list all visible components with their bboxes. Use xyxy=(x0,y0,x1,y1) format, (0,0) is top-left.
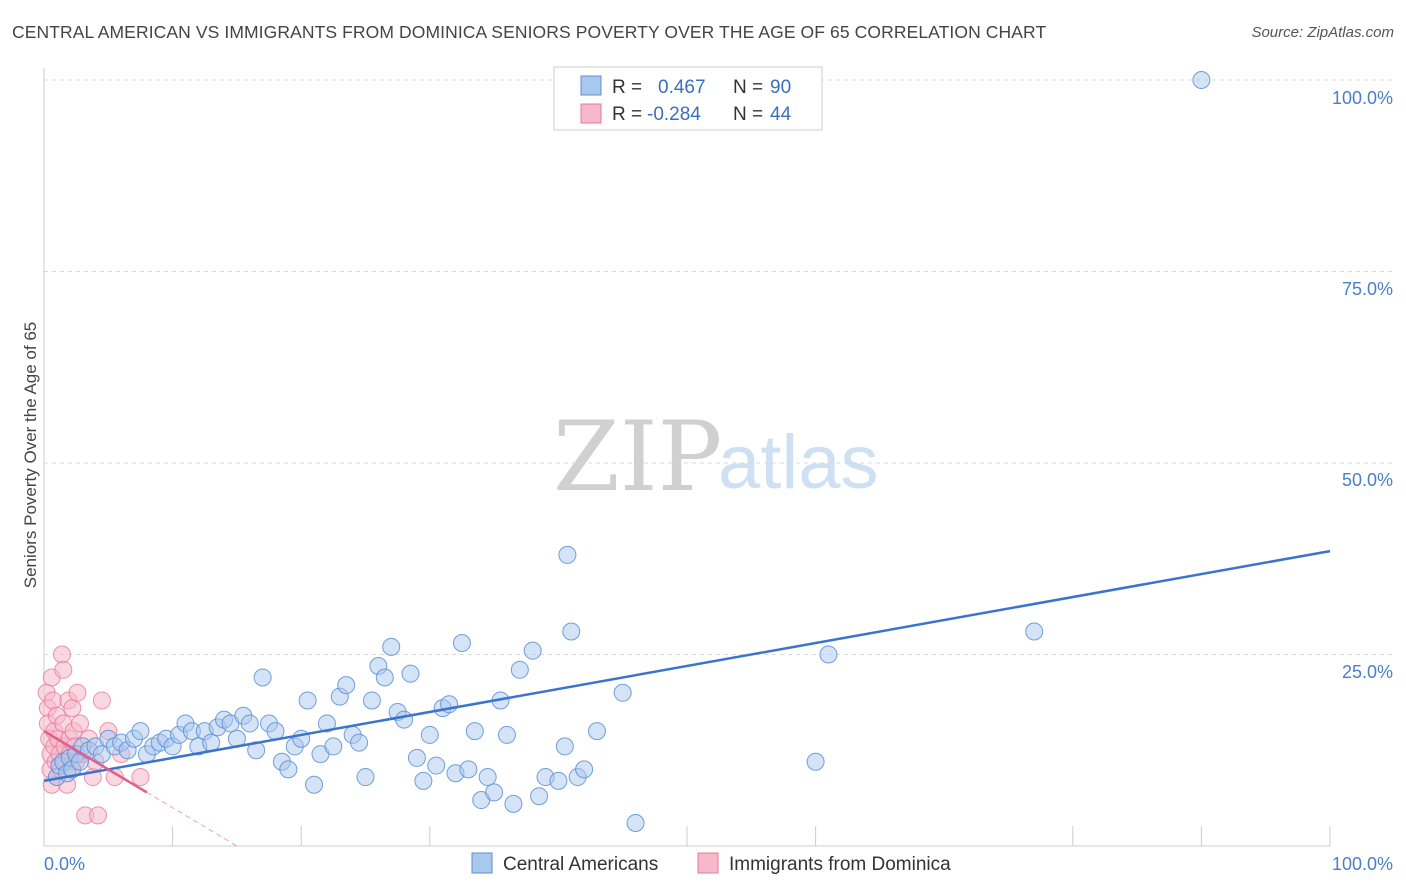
point-dominica-18 xyxy=(54,660,73,679)
stats-legend: R = 0.467 N = 90 R = -0.284 N = 44 xyxy=(553,66,823,131)
trend-lines xyxy=(43,549,1331,847)
point-central-american-68 xyxy=(459,760,478,779)
point-central-american-51 xyxy=(350,733,369,752)
legend-n-label-2: N = xyxy=(733,104,763,125)
point-central-american-49 xyxy=(337,676,356,695)
y-tick-label-50: 50.0% xyxy=(1342,470,1393,490)
series-legend-label-blue: Central Americans xyxy=(503,854,658,875)
point-central-american-46 xyxy=(317,714,336,733)
point-central-american-71 xyxy=(478,768,497,787)
point-central-american-81 xyxy=(555,737,574,756)
point-central-american-59 xyxy=(401,664,420,683)
series-central-american-points xyxy=(47,71,1211,833)
legend-swatch-blue xyxy=(580,75,602,96)
point-central-american-44 xyxy=(305,775,324,794)
point-central-american-61 xyxy=(414,771,433,790)
point-central-american-87 xyxy=(613,683,632,702)
legend-r-value-1: 0.467 xyxy=(658,77,706,98)
point-central-american-53 xyxy=(362,691,381,710)
y-axis-label: Seniors Poverty Over the Age of 65 xyxy=(21,322,40,588)
y-tick-label-25: 25.0% xyxy=(1342,662,1393,682)
point-dominica-17 xyxy=(53,645,72,664)
series-legend-swatch-blue xyxy=(471,852,493,874)
trend-line-dominica-extension xyxy=(146,791,238,847)
point-central-american-83 xyxy=(562,622,581,641)
point-central-american-75 xyxy=(504,794,523,813)
point-central-american-34 xyxy=(240,714,259,733)
y-tick-label-100: 100.0% xyxy=(1332,88,1393,108)
point-central-american-90 xyxy=(819,645,838,664)
point-central-american-58 xyxy=(395,710,414,729)
point-central-american-56 xyxy=(382,637,401,656)
point-central-american-88 xyxy=(626,814,645,833)
series-legend-swatch-pink xyxy=(697,852,719,874)
point-central-american-52 xyxy=(356,768,375,787)
watermark: ZIP atlas xyxy=(553,401,879,513)
trend-line-central-american xyxy=(43,549,1331,783)
point-central-american-92 xyxy=(1192,71,1211,89)
point-dominica-32 xyxy=(71,714,90,733)
x-tick-label-min: 0.0% xyxy=(44,854,85,874)
point-dominica-8 xyxy=(44,691,63,710)
legend-r-value-2: -0.284 xyxy=(647,104,701,125)
legend-r-label-1: R = xyxy=(612,77,642,98)
point-central-american-38 xyxy=(266,722,285,741)
point-central-american-47 xyxy=(324,737,343,756)
point-dominica-39 xyxy=(92,691,111,710)
point-central-american-43 xyxy=(298,691,317,710)
x-tick-label-max: 100.0% xyxy=(1332,854,1393,874)
legend-n-label-1: N = xyxy=(733,77,763,98)
trend-line-dominica xyxy=(43,730,148,794)
x-ticks xyxy=(43,826,1331,846)
point-central-american-40 xyxy=(279,760,298,779)
point-central-american-69 xyxy=(465,722,484,741)
point-central-american-74 xyxy=(497,725,516,744)
source-label: Source: ZipAtlas.com xyxy=(1251,24,1394,41)
point-central-american-28 xyxy=(202,733,221,752)
point-dominica-31 xyxy=(68,683,87,702)
point-central-american-17 xyxy=(131,722,150,741)
point-central-american-91 xyxy=(1025,622,1044,641)
point-dominica-43 xyxy=(131,768,150,787)
watermark-zip: ZIP xyxy=(553,401,722,513)
point-central-american-36 xyxy=(253,668,272,687)
point-central-american-67 xyxy=(452,634,471,653)
y-tick-label-75: 75.0% xyxy=(1342,279,1393,299)
point-central-american-55 xyxy=(375,668,394,687)
point-central-american-89 xyxy=(806,752,825,771)
point-central-american-62 xyxy=(420,725,439,744)
point-central-american-82 xyxy=(558,545,577,564)
point-central-american-77 xyxy=(523,641,542,660)
point-central-american-72 xyxy=(485,783,504,802)
point-dominica-27 xyxy=(63,699,82,718)
point-dominica-38 xyxy=(89,806,108,825)
point-central-american-86 xyxy=(587,722,606,741)
legend-n-value-1: 90 xyxy=(770,77,791,98)
point-central-american-76 xyxy=(510,660,529,679)
y-tick-labels: 25.0% 50.0% 75.0% 100.0% xyxy=(1332,88,1393,682)
legend-n-value-2: 44 xyxy=(770,104,792,125)
point-central-american-60 xyxy=(407,748,426,767)
series-legend-label-pink: Immigrants from Dominica xyxy=(729,854,951,875)
legend-swatch-pink xyxy=(580,103,602,124)
point-central-american-85 xyxy=(575,760,594,779)
series-legend: Central Americans Immigrants from Domini… xyxy=(471,852,951,875)
point-central-american-78 xyxy=(530,787,549,806)
point-central-american-80 xyxy=(549,771,568,790)
grid-lines xyxy=(44,79,1395,655)
legend-r-label-2: R = xyxy=(612,104,642,125)
chart-title: CENTRAL AMERICAN VS IMMIGRANTS FROM DOMI… xyxy=(12,22,1047,42)
point-central-american-63 xyxy=(427,756,446,775)
